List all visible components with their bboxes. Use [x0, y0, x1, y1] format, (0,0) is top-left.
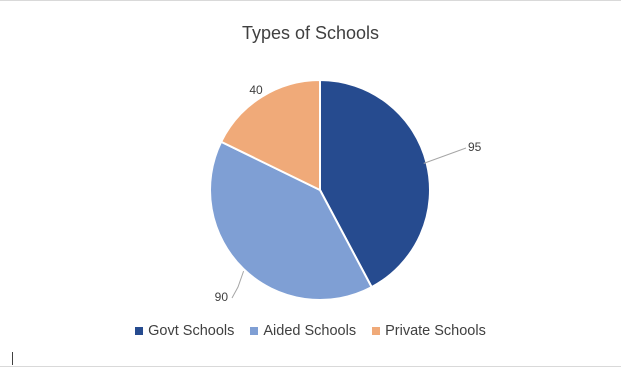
legend-label: Govt Schools: [148, 323, 235, 339]
legend-swatch: [135, 327, 144, 335]
legend-item-private-schools: Private Schools: [372, 323, 486, 339]
data-label-govt-schools: 95: [468, 140, 482, 154]
legend-swatch: [372, 327, 381, 335]
data-label-private-schools: 40: [249, 83, 263, 97]
legend-item-aided-schools: Aided Schools: [250, 323, 356, 339]
chart-title: Types of Schools: [241, 23, 380, 43]
pie-slice-govt-schools: [319, 78, 431, 289]
legend-label: Aided Schools: [263, 323, 357, 339]
legend-label: Private Schools: [385, 323, 486, 339]
leader-line-2: [231, 270, 245, 299]
pie-slice-aided-schools: [209, 140, 373, 301]
leader-line-1: [423, 147, 467, 164]
text-cursor: [12, 352, 13, 365]
pie-slice-private-schools: [219, 78, 321, 192]
legend-item-govt-schools: Govt Schools: [135, 323, 234, 339]
legend-swatch: [250, 327, 259, 335]
data-label-aided-schools: 90: [215, 290, 229, 304]
legend: Govt Schools Aided Schools Private Schools: [0, 323, 621, 339]
